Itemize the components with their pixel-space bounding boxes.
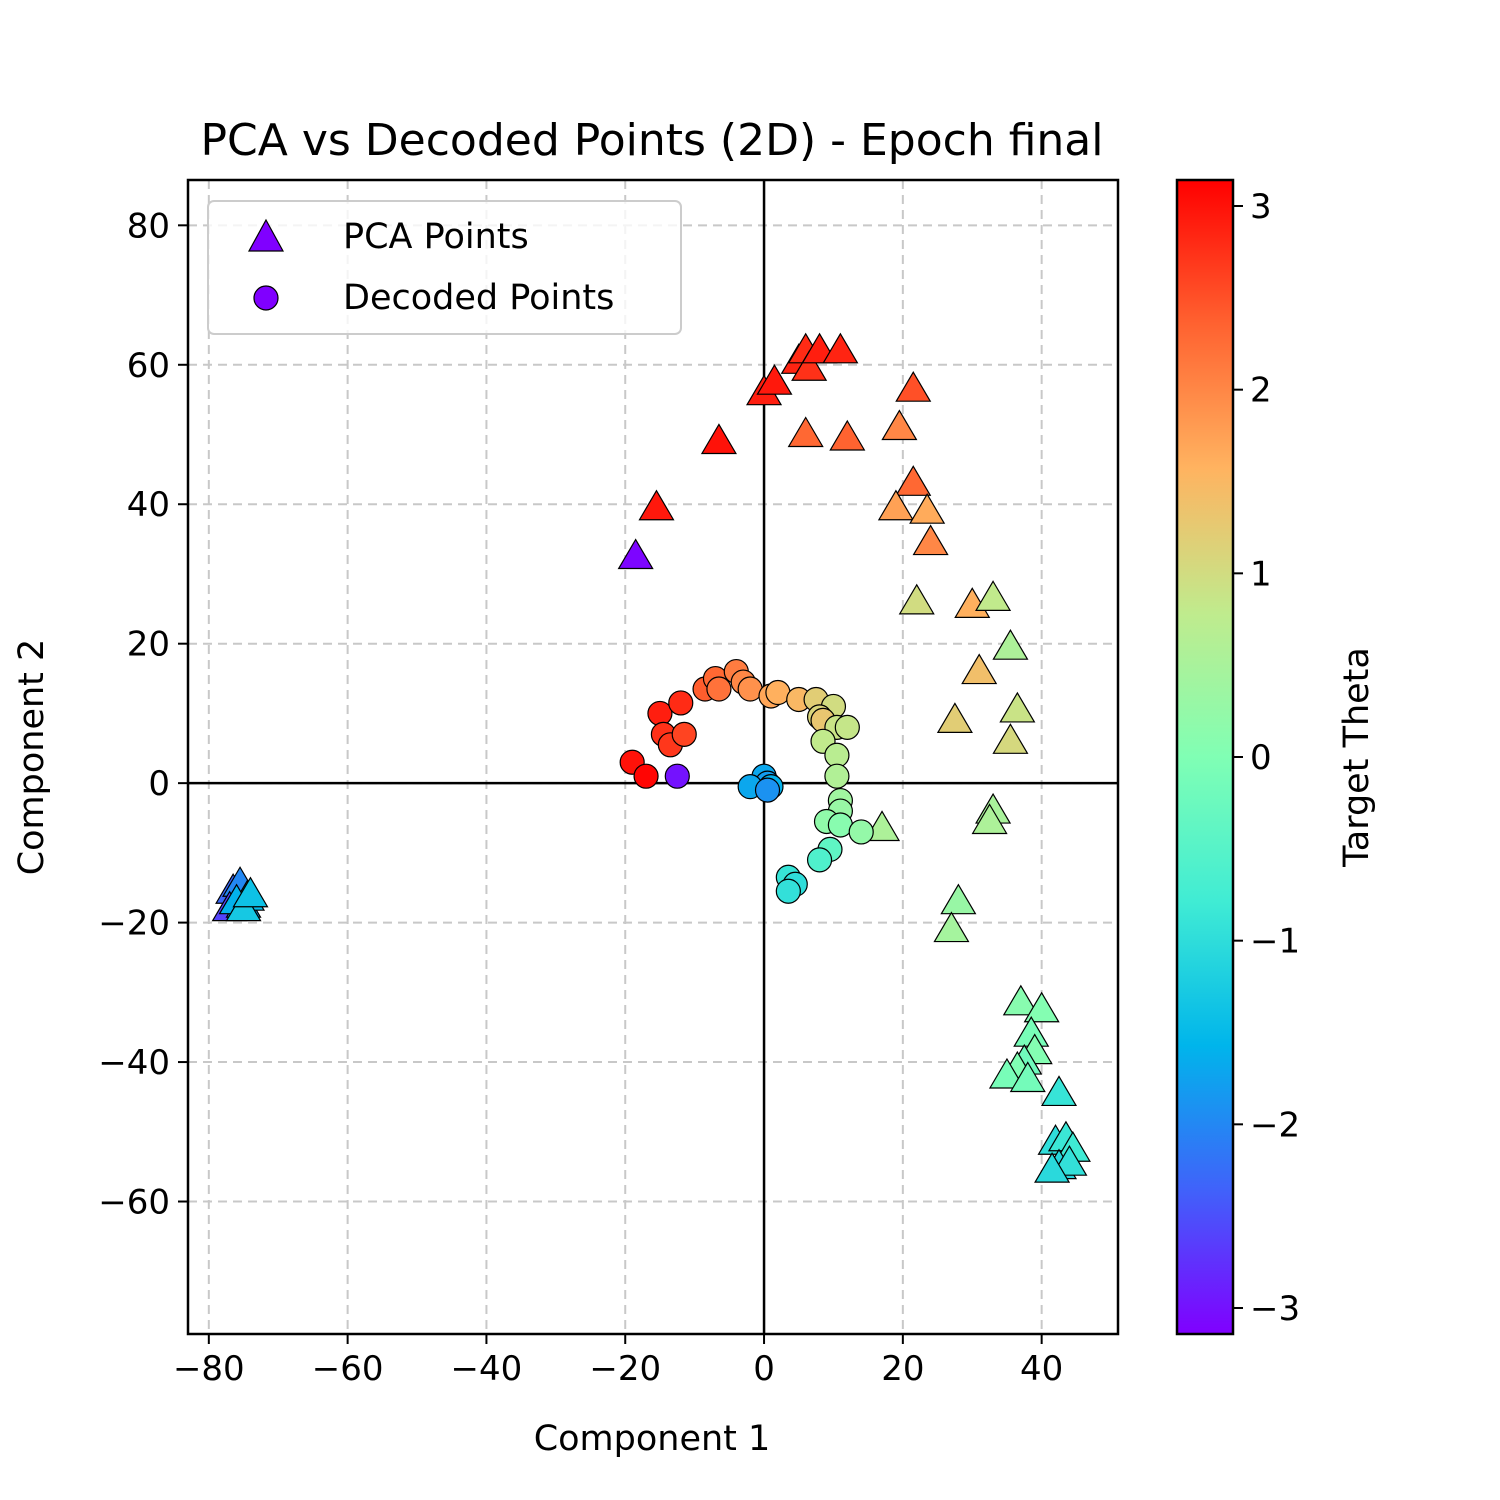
y-tick-label: 0 bbox=[148, 764, 170, 804]
pca-point bbox=[992, 723, 1029, 754]
pca-point bbox=[1034, 1151, 1071, 1183]
grid bbox=[188, 180, 1118, 1334]
decoded-point bbox=[671, 721, 697, 747]
plot-frame bbox=[186, 178, 1120, 1336]
pca-point bbox=[988, 1057, 1026, 1089]
pca-point bbox=[232, 876, 269, 908]
pca-point bbox=[895, 465, 932, 496]
legend-label-decoded: Decoded Points bbox=[343, 278, 614, 318]
y-tick-label: 40 bbox=[127, 485, 170, 525]
legend-circle-icon bbox=[253, 285, 279, 311]
pca-point bbox=[909, 493, 946, 524]
y-axis-ticks: −60 −40 −20 0 20 40 60 80 bbox=[98, 206, 188, 1223]
pca-point bbox=[1002, 984, 1039, 1016]
pca-point bbox=[1040, 1075, 1078, 1107]
decoded-point bbox=[754, 777, 781, 803]
pca-point bbox=[700, 423, 737, 455]
colorbar-tick-label: −2 bbox=[1250, 1105, 1300, 1145]
pca-point bbox=[912, 524, 949, 556]
x-axis-ticks: −80 −60 −40 −20 0 20 40 bbox=[173, 1334, 1063, 1389]
pca-point bbox=[881, 409, 918, 441]
y-tick-label: −40 bbox=[98, 1043, 170, 1083]
decoded-point bbox=[834, 714, 860, 740]
x-tick-label: 0 bbox=[753, 1349, 775, 1389]
y-tick-label: −60 bbox=[98, 1183, 170, 1223]
legend-triangle-icon bbox=[247, 218, 285, 252]
decoded-point bbox=[775, 878, 801, 904]
pca-point bbox=[791, 350, 828, 381]
pca-point bbox=[999, 691, 1036, 723]
pca-points-layer bbox=[211, 332, 1091, 1183]
colorbar-tick-label: 1 bbox=[1250, 554, 1272, 594]
decoded-point bbox=[668, 690, 694, 716]
x-tick-label: −20 bbox=[589, 1349, 661, 1389]
pca-point bbox=[898, 583, 935, 615]
pca-point bbox=[940, 883, 977, 915]
decoded-point bbox=[824, 763, 850, 789]
plot-area bbox=[211, 332, 1091, 1183]
legend: PCA Points Decoded Points bbox=[207, 200, 682, 335]
x-tick-label: −40 bbox=[451, 1349, 523, 1389]
y-axis-title: Component 2 bbox=[12, 639, 52, 876]
decoded-point bbox=[806, 847, 833, 873]
colorbar-tick-label: 2 bbox=[1250, 371, 1272, 411]
pca-point bbox=[992, 628, 1029, 660]
pca-point bbox=[975, 580, 1012, 611]
pca-point bbox=[895, 370, 932, 402]
x-tick-label: 20 bbox=[881, 1349, 924, 1389]
pca-point bbox=[822, 332, 859, 364]
colorbar-label: Target Theta bbox=[1337, 647, 1377, 868]
pca-point bbox=[936, 702, 973, 733]
y-tick-label: 80 bbox=[127, 206, 170, 246]
decoded-point bbox=[848, 819, 874, 845]
pca-point bbox=[961, 653, 998, 685]
x-tick-label: 40 bbox=[1020, 1349, 1063, 1389]
pca-point bbox=[756, 364, 793, 395]
x-tick-label: −80 bbox=[173, 1349, 245, 1389]
y-tick-label: 60 bbox=[127, 346, 170, 386]
pca-point bbox=[971, 803, 1008, 835]
reference-lines bbox=[188, 180, 1118, 1334]
colorbar-tick-label: −1 bbox=[1250, 922, 1300, 962]
decoded-point bbox=[706, 676, 732, 702]
y-tick-label: −20 bbox=[98, 904, 170, 944]
colorbar-gradient bbox=[1175, 178, 1235, 1336]
pca-point bbox=[877, 489, 914, 521]
decoded-point bbox=[633, 763, 659, 789]
legend-label-pca: PCA Points bbox=[343, 217, 529, 257]
colorbar-tick-label: −3 bbox=[1250, 1289, 1300, 1329]
legend-box bbox=[207, 200, 682, 335]
chart-title: PCA vs Decoded Points (2D) - Epoch final bbox=[201, 115, 1104, 166]
pca-point bbox=[1009, 1061, 1046, 1093]
decoded-point bbox=[664, 763, 690, 789]
colorbar-tick-label: 3 bbox=[1250, 187, 1272, 227]
decoded-points-layer bbox=[619, 658, 874, 904]
pca-point bbox=[1023, 991, 1060, 1023]
x-tick-label: −60 bbox=[312, 1349, 384, 1389]
colorbar-tick-label: 0 bbox=[1250, 738, 1272, 778]
pca-point bbox=[933, 911, 970, 943]
y-tick-label: 20 bbox=[127, 625, 170, 665]
pca-point bbox=[617, 538, 654, 570]
colorbar: −3 −2 −1 0 1 2 3 Target Theta bbox=[1175, 178, 1377, 1336]
colorbar-ticks: −3 −2 −1 0 1 2 3 bbox=[1233, 187, 1300, 1329]
x-axis-title: Component 1 bbox=[534, 1419, 771, 1459]
pca-point bbox=[787, 416, 824, 448]
pca-point bbox=[829, 419, 866, 451]
pca-point bbox=[638, 489, 675, 521]
